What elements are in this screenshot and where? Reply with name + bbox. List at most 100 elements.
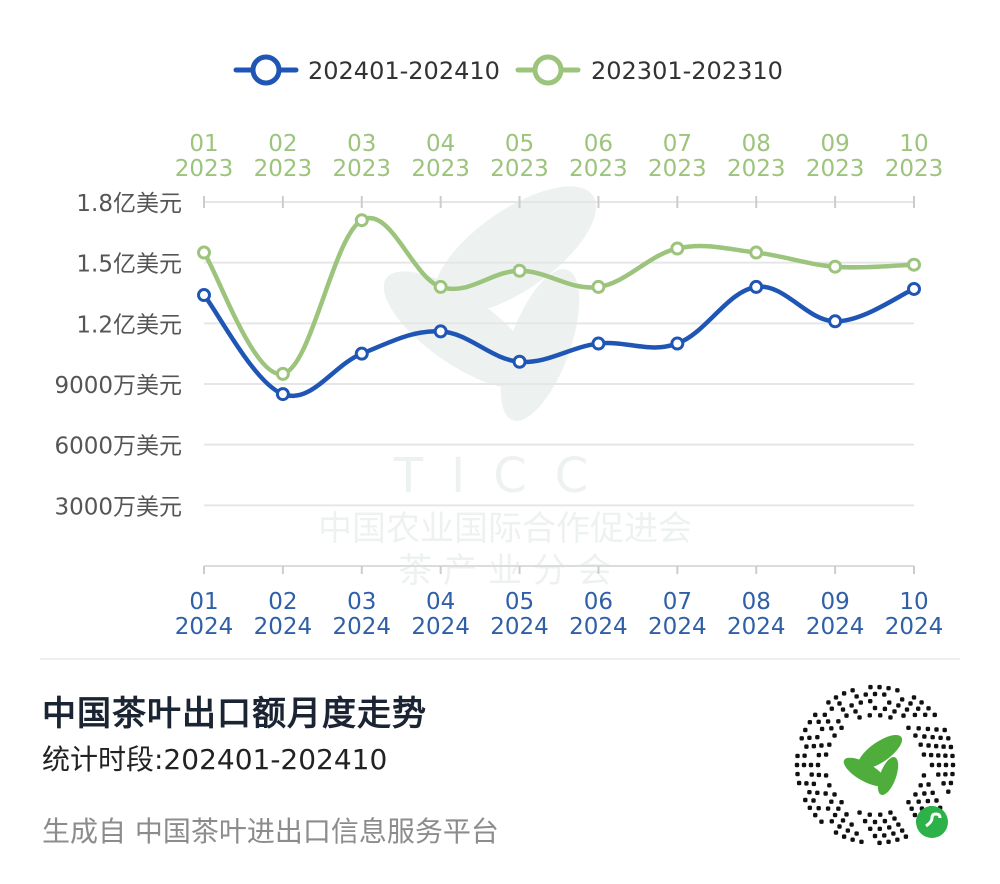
- legend-marker-icon: [250, 54, 282, 86]
- qr-dot: [811, 743, 817, 749]
- qr-dot: [926, 706, 931, 711]
- x-tick-month: 01: [189, 589, 218, 615]
- qr-dot: [946, 789, 951, 794]
- qr-dot: [916, 799, 921, 804]
- qr-dot: [854, 694, 859, 699]
- x-axis-bottom: 0120240220240320240420240520240620240720…: [175, 566, 944, 640]
- divider: [40, 658, 960, 660]
- x-tick-month: 07: [663, 589, 692, 615]
- data-point: [828, 314, 843, 329]
- qr-dot: [849, 822, 854, 827]
- qr-dot: [943, 753, 948, 758]
- qr-dot: [936, 762, 942, 768]
- qr-dot: [815, 762, 821, 768]
- legend-label: 202401-202410: [308, 57, 500, 85]
- x-tick-month: 09: [820, 589, 849, 615]
- qr-dot: [868, 684, 873, 690]
- qr-dot: [815, 735, 820, 740]
- x-top-tick-year: 2023: [490, 156, 549, 182]
- qr-dot: [816, 806, 821, 811]
- qr-dot: [906, 799, 911, 805]
- data-point: [670, 336, 685, 351]
- x-top-tick-year: 2023: [727, 156, 786, 182]
- data-point: [591, 279, 606, 294]
- qr-dot: [850, 688, 855, 693]
- qr-dot: [816, 719, 821, 724]
- x-top-tick-year: 2023: [885, 156, 944, 182]
- qr-dot: [804, 744, 809, 749]
- watermark-logo-text: TICC: [393, 448, 617, 504]
- qr-dot: [804, 781, 809, 786]
- y-tick-label: 9000万美元: [54, 373, 182, 399]
- qr-dot: [841, 691, 847, 696]
- data-point: [197, 245, 211, 260]
- qr-dot: [922, 734, 927, 739]
- x-tick-year: 2024: [885, 614, 944, 640]
- qr-dot: [913, 792, 918, 797]
- qr-dot: [849, 703, 854, 708]
- qr-dot: [948, 744, 954, 750]
- qr-dot: [816, 772, 822, 778]
- qr-dot: [913, 733, 918, 738]
- qr-dot: [930, 790, 935, 795]
- qr-dot: [825, 806, 831, 811]
- qr-dot: [943, 762, 949, 768]
- x-tick-year: 2024: [727, 614, 786, 640]
- qr-dot: [829, 726, 834, 731]
- x-tick-month: 03: [347, 589, 376, 615]
- qr-dot: [845, 828, 851, 833]
- qr-dot: [807, 805, 813, 811]
- x-top-tick-month: 04: [426, 131, 455, 157]
- x-tick-month: 08: [742, 589, 771, 615]
- data-point: [828, 259, 843, 274]
- legend-label: 202301-202310: [591, 57, 783, 85]
- qr-dot: [844, 713, 849, 718]
- qr-dot: [896, 703, 901, 708]
- qr-dot: [839, 799, 844, 805]
- data-point: [433, 279, 448, 294]
- data-point: [512, 263, 527, 278]
- qr-dot: [906, 725, 911, 731]
- qr-dot: [854, 831, 859, 836]
- x-tick-month: 06: [584, 589, 613, 615]
- legend[interactable]: 202401-202410 202301-202310: [233, 54, 783, 86]
- legend-marker-icon: [532, 54, 564, 86]
- qr-dot: [832, 792, 837, 797]
- qr-dot: [799, 736, 804, 741]
- qr-dot: [934, 798, 939, 803]
- qr-dot: [829, 706, 834, 711]
- qr-dot: [862, 818, 868, 824]
- x-tick-year: 2024: [569, 614, 628, 640]
- x-tick-month: 04: [426, 589, 455, 615]
- qr-dot: [832, 733, 837, 738]
- qr-dot: [857, 715, 862, 720]
- qr-dot: [872, 705, 878, 711]
- qr-dot: [837, 824, 842, 829]
- qr-dot: [877, 684, 882, 690]
- x-top-tick-month: 09: [820, 131, 849, 157]
- qr-dot: [938, 735, 943, 741]
- qr-dot: [829, 819, 834, 824]
- qr-dot: [840, 707, 846, 712]
- qr-dot: [850, 837, 855, 842]
- qr-dot: [936, 772, 941, 777]
- qr-dot: [886, 685, 891, 691]
- x-tick-month: 02: [268, 589, 297, 615]
- x-top-tick-year: 2023: [569, 156, 628, 182]
- x-tick-month: 05: [505, 589, 534, 615]
- qr-dot: [950, 753, 955, 759]
- x-top-tick-month: 08: [742, 131, 771, 157]
- qr-dot: [811, 798, 816, 803]
- qr-dot: [839, 725, 844, 731]
- line-chart: TICC 中国农业国际合作促进会 茶 产 业 分 会 3000万美元 6000万美…: [54, 54, 944, 640]
- qr-dot: [886, 839, 891, 845]
- x-top-tick-year: 2023: [806, 156, 865, 182]
- qr-dot: [943, 772, 948, 777]
- qr-code-miniprogram-icon[interactable]: [790, 680, 960, 850]
- x-top-tick-month: 05: [505, 131, 534, 157]
- qr-dot: [809, 772, 814, 777]
- qr-dot: [892, 709, 897, 714]
- qr-dot: [827, 742, 832, 747]
- qr-dot: [803, 727, 808, 733]
- qr-dot: [819, 726, 825, 732]
